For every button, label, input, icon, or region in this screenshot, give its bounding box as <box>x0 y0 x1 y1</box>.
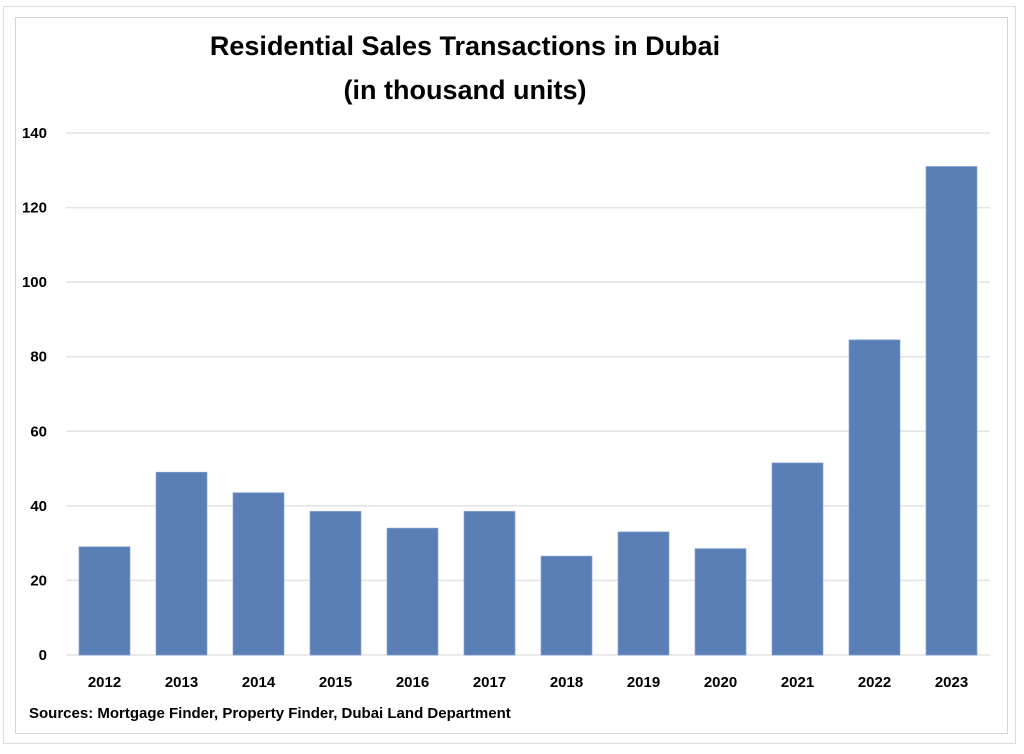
x-axis: 2012 2013 2014 2015 2016 2017 2018 2019 2020 2021… <box>88 674 968 691</box>
bar-2016 <box>386 527 439 656</box>
x-tick-label: 2017 <box>473 674 506 691</box>
y-tick-label: 20 <box>30 572 47 589</box>
y-tick-label: 80 <box>30 349 47 366</box>
y-tick-label: 0 <box>39 647 47 664</box>
bar-2020 <box>694 548 747 656</box>
y-tick-label: 60 <box>30 423 47 440</box>
x-tick-label: 2018 <box>550 674 583 691</box>
bar-2019 <box>617 531 670 656</box>
x-tick-label: 2020 <box>704 674 737 691</box>
bar-2022 <box>848 339 901 656</box>
y-tick-label: 40 <box>30 498 47 515</box>
bar-2018 <box>540 555 593 656</box>
x-tick-label: 2012 <box>88 674 121 691</box>
x-tick-label: 2014 <box>242 674 276 691</box>
bar-2023 <box>925 166 978 656</box>
x-tick-label: 2023 <box>935 674 968 691</box>
chart-subtitle: (in thousand units) <box>344 75 587 105</box>
x-tick-label: 2015 <box>319 674 352 691</box>
x-tick-label: 2016 <box>396 674 429 691</box>
bars <box>78 166 978 656</box>
x-tick-label: 2013 <box>165 674 198 691</box>
y-axis: 0 20 40 60 80 100 120 140 <box>22 125 47 664</box>
bar-2015 <box>309 511 362 656</box>
bar-2013 <box>155 471 208 656</box>
gridlines <box>66 132 990 656</box>
y-tick-label: 100 <box>22 274 47 291</box>
bar-2014 <box>232 492 285 656</box>
x-tick-label: 2022 <box>858 674 891 691</box>
chart-title: Residential Sales Transactions in Dubai <box>210 31 720 61</box>
x-tick-label: 2019 <box>627 674 660 691</box>
bar-2017 <box>463 511 516 656</box>
y-tick-label: 140 <box>22 125 47 142</box>
bar-2012 <box>78 546 131 656</box>
source-note: Sources: Mortgage Finder, Property Finde… <box>29 705 511 722</box>
bar-2021 <box>771 462 824 656</box>
y-tick-label: 120 <box>22 200 47 217</box>
x-tick-label: 2021 <box>781 674 814 691</box>
